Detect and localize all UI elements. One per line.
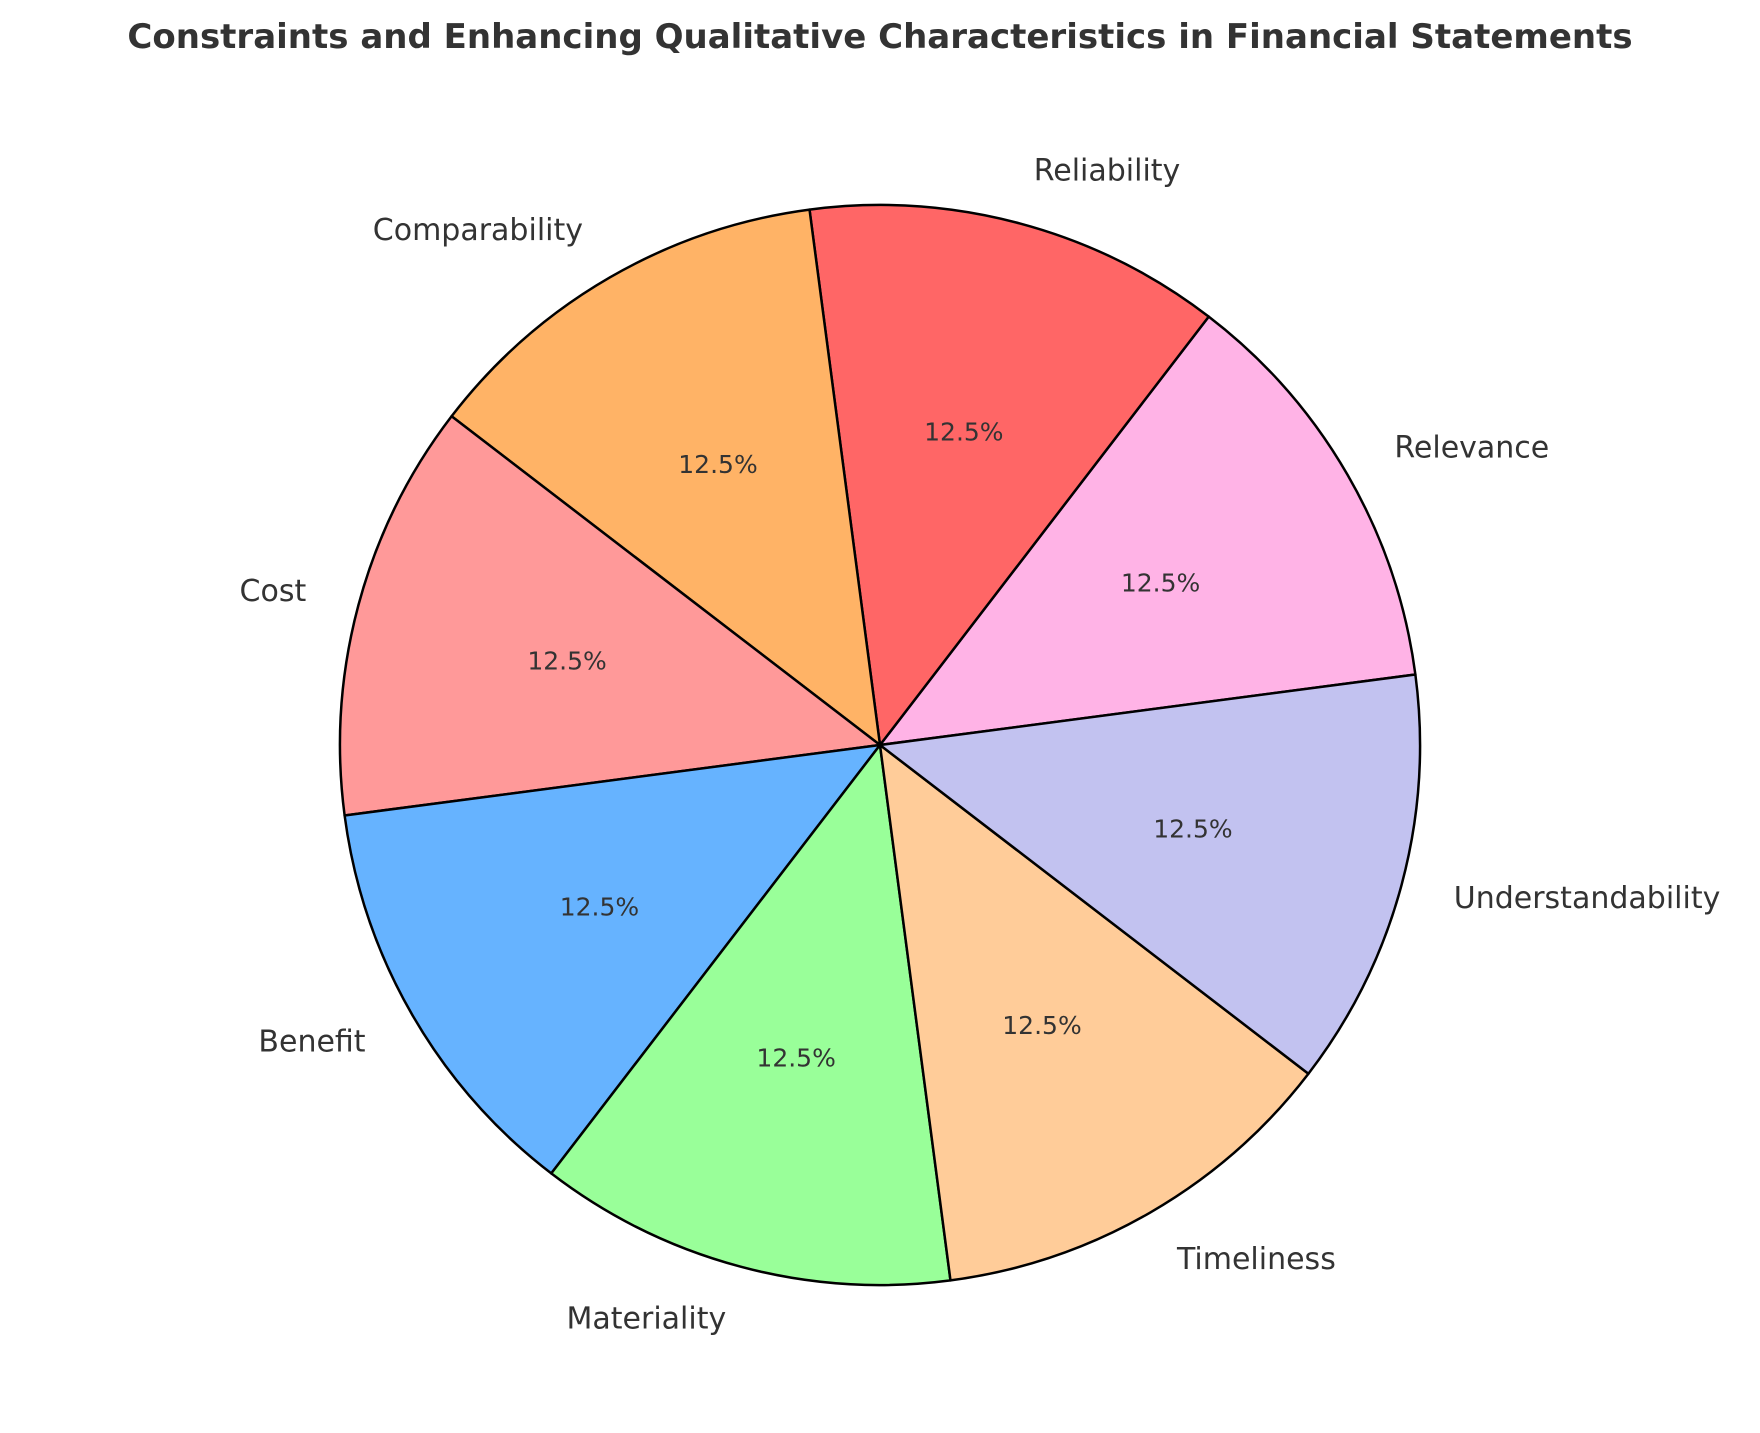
pie-slice-understandability bbox=[878, 673, 1422, 1075]
pie-category-label-reliability: Reliability bbox=[1034, 154, 1181, 189]
pie-slice-comparability bbox=[450, 208, 882, 747]
pie-category-label-comparability: Comparability bbox=[373, 213, 583, 248]
pie-value-label-understandability: 12.5% bbox=[1153, 814, 1232, 843]
pie-slice-benefit bbox=[343, 743, 882, 1175]
pie-category-label-timeliness: Timeliness bbox=[1176, 1242, 1336, 1277]
pie-category-label-materiality: Materiality bbox=[567, 1301, 727, 1336]
pie-slice-reliability bbox=[808, 203, 1210, 747]
pie-value-label-timeliness: 12.5% bbox=[1002, 1011, 1081, 1040]
pie-category-label-benefit: Benefit bbox=[258, 1025, 365, 1060]
pie-value-label-reliability: 12.5% bbox=[924, 418, 1003, 447]
pie-slices bbox=[338, 203, 1422, 1287]
pie-value-label-relevance: 12.5% bbox=[1121, 569, 1200, 598]
pie-value-label-benefit: 12.5% bbox=[560, 893, 639, 922]
pie-value-label-cost: 12.5% bbox=[527, 647, 606, 676]
pie-labels: 12.5% Relevance 12.5% Reliability 12.5% Compa… bbox=[240, 154, 1721, 1337]
pie-category-label-cost: Cost bbox=[240, 574, 307, 609]
pie-category-label-relevance: Relevance bbox=[1394, 431, 1549, 466]
pie-slice-materiality bbox=[550, 743, 952, 1287]
pie-slice-cost bbox=[338, 415, 882, 817]
chart-title: Constraints and Enhancing Qualitative Ch… bbox=[127, 17, 1632, 57]
pie-slice-timeliness bbox=[878, 743, 1310, 1282]
pie-slice-relevance bbox=[878, 315, 1417, 747]
pie-value-label-materiality: 12.5% bbox=[756, 1043, 835, 1072]
pie-value-label-comparability: 12.5% bbox=[678, 450, 757, 479]
pie-category-label-understandability: Understandability bbox=[1454, 881, 1721, 916]
